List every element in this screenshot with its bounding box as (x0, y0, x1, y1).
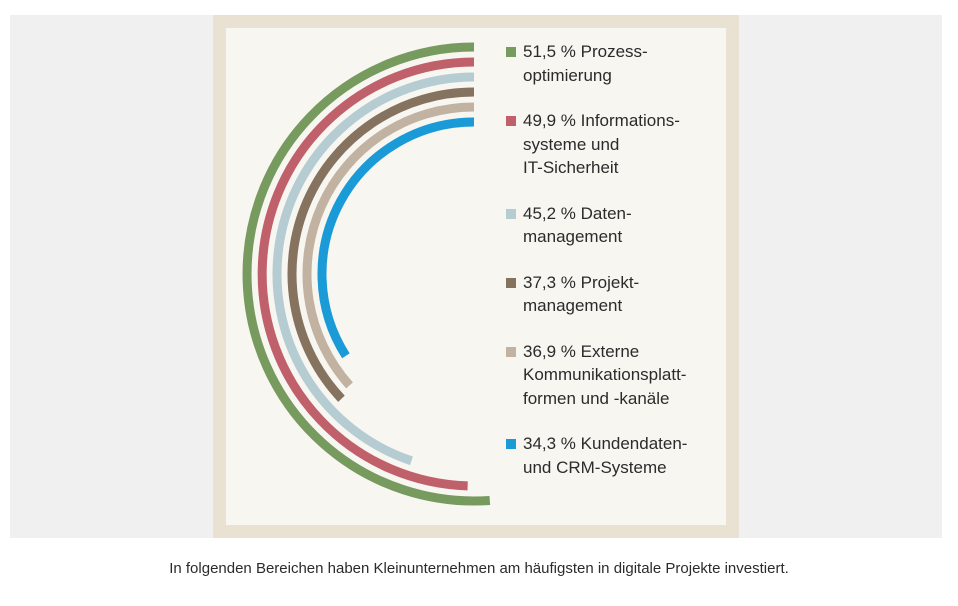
legend-label: 34,3 % Kundendaten- und CRM-Systeme (523, 434, 688, 477)
radial-bar-5 (302, 102, 475, 389)
legend-item: 37,3 % Projekt- management (506, 271, 732, 318)
chart-legend: 51,5 % Prozess- optimierung 49,9 % Inform… (506, 40, 732, 501)
legend-swatch (506, 277, 516, 288)
radial-bar-6 (317, 117, 475, 359)
legend-item: 34,3 % Kundendaten- und CRM-Systeme (506, 432, 732, 479)
legend-label: 36,9 % Externe Kommunikationsplatt- form… (523, 341, 687, 408)
radial-bar-3 (272, 72, 475, 466)
radial-bar-4 (287, 87, 475, 402)
legend-swatch (506, 116, 516, 126)
legend-label: 51,5 % Prozess- optimierung (523, 42, 648, 85)
legend-item: 45,2 % Daten- management (506, 202, 732, 249)
radial-bar-2 (257, 57, 475, 491)
legend-label: 37,3 % Projekt- management (523, 272, 640, 316)
chart-caption: In folgenden Bereichen haben Kleinuntern… (169, 560, 789, 577)
legend-swatch (506, 47, 516, 57)
legend-label: 45,2 % Daten- management (523, 203, 632, 247)
legend-item: 49,9 % Informations- systeme und IT-Sich… (506, 109, 732, 180)
legend-swatch (506, 208, 516, 219)
legend-swatch (506, 439, 516, 449)
legend-swatch (506, 346, 516, 357)
legend-item: 51,5 % Prozess- optimierung (506, 40, 732, 87)
legend-label: 49,9 % Informations- systeme und IT-Sich… (523, 111, 680, 177)
legend-item: 36,9 % Externe Kommunikationsplatt- form… (506, 340, 732, 411)
radial-bar-1 (242, 42, 491, 506)
